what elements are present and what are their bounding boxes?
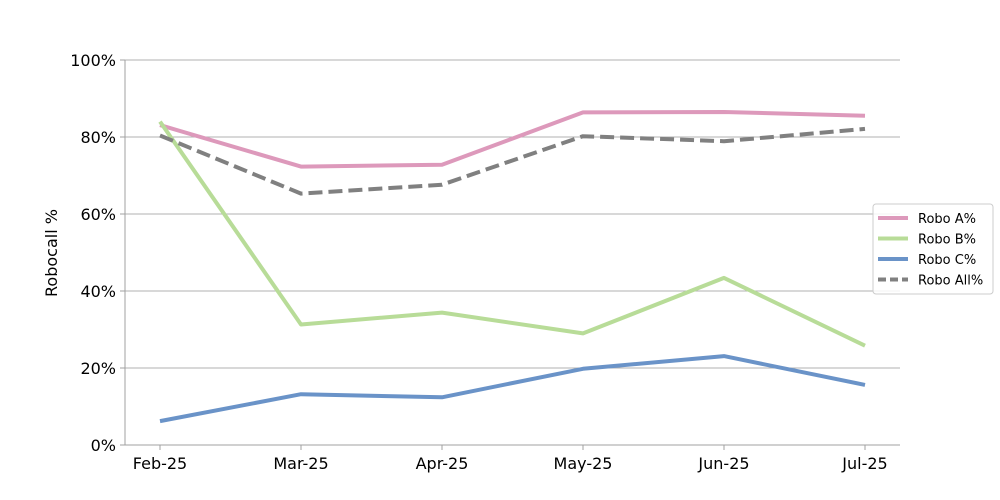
x-tick-label: Feb-25	[133, 454, 187, 473]
legend-label: Robo C%	[918, 253, 976, 268]
y-tick-label: 100%	[70, 51, 116, 70]
tick-labels: 0% 20% 40% 60% 80% 100% Feb-25 Mar-25 Apr-25 May-…	[70, 51, 887, 473]
y-tick-label: 60%	[80, 205, 116, 224]
y-axis-title: Robocall %	[42, 209, 61, 297]
legend-label: Robo A%	[918, 212, 976, 227]
series-line-robo-b	[158, 120, 866, 348]
series-line-robo-c	[159, 354, 866, 424]
series-lines	[158, 110, 866, 424]
y-tick-label: 80%	[80, 128, 116, 147]
x-tick-label: May-25	[554, 454, 613, 473]
y-tick-label: 0%	[91, 436, 116, 455]
x-tick-label: Jul-25	[841, 454, 887, 473]
y-tick-label: 40%	[80, 282, 116, 301]
legend: Robo A% Robo B% Robo C% Robo All%	[872, 203, 994, 295]
y-tick-label: 20%	[80, 359, 116, 378]
legend-box	[872, 203, 994, 295]
x-tick-label: Mar-25	[273, 454, 328, 473]
x-tick-label: Jun-25	[697, 454, 749, 473]
legend-label: Robo All%	[918, 274, 983, 289]
series-line-robo-a	[159, 110, 866, 169]
series-line-robo-all	[159, 126, 866, 196]
legend-label: Robo B%	[918, 233, 976, 248]
axes	[124, 60, 900, 446]
x-tick-label: Apr-25	[416, 454, 469, 473]
